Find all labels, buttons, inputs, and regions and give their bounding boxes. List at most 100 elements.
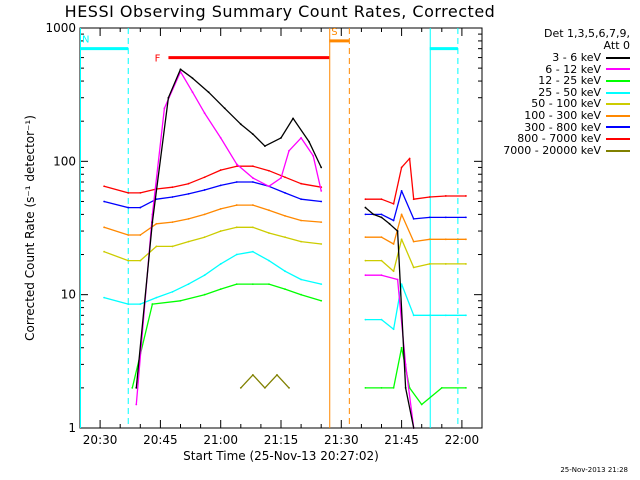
y-tick-label: 100 <box>53 154 76 168</box>
x-tick-label: 20:45 <box>143 433 178 447</box>
data-point <box>400 238 403 241</box>
data-point <box>268 259 270 262</box>
series-line <box>103 251 466 330</box>
y-tick-label: 1000 <box>45 21 76 35</box>
data-point <box>320 221 323 224</box>
flag-label: F <box>155 54 161 65</box>
data-point <box>408 157 411 160</box>
data-point <box>300 240 302 243</box>
data-point <box>444 314 447 317</box>
series-line <box>131 283 466 406</box>
legend-swatch <box>606 126 630 129</box>
data-point <box>171 186 174 189</box>
data-point <box>428 196 431 198</box>
data-point <box>151 221 154 224</box>
data-point <box>251 181 254 183</box>
series-line <box>103 226 466 272</box>
data-point <box>444 238 447 241</box>
data-point <box>284 236 286 239</box>
legend-label: 50 - 100 keV <box>531 97 601 111</box>
data-point <box>139 259 142 262</box>
legend-label: 800 - 7000 keV <box>517 132 601 146</box>
data-point <box>364 236 367 239</box>
legend-swatch <box>606 68 630 71</box>
data-point <box>171 245 174 248</box>
data-point <box>364 206 367 209</box>
data-point <box>420 403 423 406</box>
data-point <box>223 107 226 110</box>
legend-label: 7000 - 20000 keV <box>503 143 601 157</box>
data-point <box>155 296 158 299</box>
data-point <box>465 238 467 241</box>
series-line <box>103 204 466 245</box>
data-point <box>288 149 290 152</box>
y-tick-label: 10 <box>61 288 76 302</box>
data-point <box>191 91 194 94</box>
data-point <box>268 232 270 234</box>
data-point <box>372 213 375 216</box>
legend-swatch <box>606 137 630 140</box>
legend-label: 3 - 6 keV <box>552 51 601 64</box>
data-point <box>364 259 367 262</box>
data-point <box>412 198 415 201</box>
data-point <box>300 198 302 201</box>
data-point <box>127 234 130 236</box>
legend-item: 300 - 800 keV <box>484 120 630 134</box>
data-point <box>396 230 399 232</box>
series-line <box>135 71 415 429</box>
data-point <box>187 192 190 195</box>
data-point <box>127 191 130 194</box>
data-point <box>179 299 182 302</box>
data-point <box>292 117 294 120</box>
data-point <box>440 386 443 389</box>
data-point <box>251 283 254 286</box>
data-point <box>127 303 130 305</box>
data-point <box>203 176 206 179</box>
data-point <box>207 91 210 94</box>
data-point <box>400 166 403 169</box>
data-point <box>155 245 158 248</box>
data-point <box>392 386 395 389</box>
data-point <box>300 219 302 222</box>
data-point <box>264 145 266 148</box>
data-point <box>235 181 238 183</box>
data-point <box>428 238 431 241</box>
legend-label: 25 - 50 keV <box>538 85 601 99</box>
data-point <box>203 213 206 216</box>
data-point <box>103 185 106 188</box>
data-point <box>320 299 323 302</box>
data-point <box>428 314 431 317</box>
data-point <box>155 222 158 225</box>
data-point <box>428 216 431 219</box>
data-point <box>251 133 254 136</box>
data-point <box>380 216 383 219</box>
data-point <box>465 195 467 197</box>
data-point <box>251 250 254 253</box>
data-point <box>171 221 174 224</box>
data-point <box>251 165 254 168</box>
data-point <box>412 427 415 429</box>
chart-legend: Det 1,3,5,6,7,9, Att 0 3 - 6 keV 6 - 12 … <box>484 28 630 156</box>
legend-item: 100 - 300 keV <box>484 110 630 122</box>
x-tick-label: 21:15 <box>264 433 299 447</box>
data-point <box>428 263 431 265</box>
data-point <box>444 263 447 265</box>
legend-label: 100 - 300 keV <box>524 108 601 122</box>
legend-item: 6 - 12 keV <box>484 63 630 76</box>
legend-swatch <box>606 56 630 59</box>
plot-frame <box>79 27 483 429</box>
data-point <box>412 314 415 317</box>
x-tick-label: 22:00 <box>445 433 480 447</box>
data-point <box>139 234 142 236</box>
data-point <box>380 259 383 262</box>
data-point <box>131 386 134 389</box>
x-tick-label: 21:00 <box>203 433 238 447</box>
data-point <box>392 202 395 205</box>
data-point <box>235 165 238 168</box>
data-point <box>444 195 447 197</box>
data-point <box>320 243 323 245</box>
legend-swatch <box>606 79 630 82</box>
legend-label: 300 - 800 keV <box>524 120 601 134</box>
legend-header-detectors: Det 1,3,5,6,7,9, <box>543 27 630 40</box>
